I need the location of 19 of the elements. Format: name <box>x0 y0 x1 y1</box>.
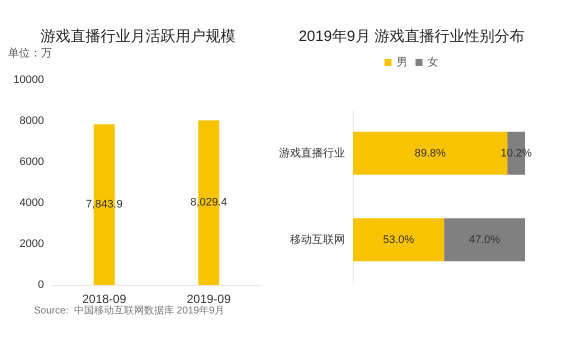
y-axis-title: 单位：万 <box>8 46 52 60</box>
legend-label: 女 <box>428 56 438 68</box>
y-tick-label: 移动互联网 <box>290 234 345 246</box>
data-label: 89.8% <box>414 147 446 160</box>
y-tick-label: 0 <box>38 279 44 291</box>
data-label: 53.0% <box>382 234 414 246</box>
source-note: Source: 中国移动互联网数据库 2019年9月 <box>34 304 225 316</box>
y-tick-label: 4000 <box>20 197 44 209</box>
y-tick-label: 8000 <box>20 115 44 127</box>
data-label: 47.0% <box>468 234 500 246</box>
x-tick-label: 2018-09 <box>82 292 127 306</box>
chart-title: 2019年9月 游戏直播行业性别分布 <box>298 28 524 45</box>
chart-title: 游戏直播行业月活跃用户规模 <box>40 28 236 45</box>
y-tick-label: 2000 <box>20 238 44 250</box>
y-tick-label: 游戏直播行业 <box>279 146 345 160</box>
legend-label: 男 <box>396 56 408 68</box>
x-tick-label: 2019-09 <box>186 292 232 306</box>
y-tick-label: 6000 <box>20 156 44 168</box>
y-tick-label: 10000 <box>13 74 44 86</box>
